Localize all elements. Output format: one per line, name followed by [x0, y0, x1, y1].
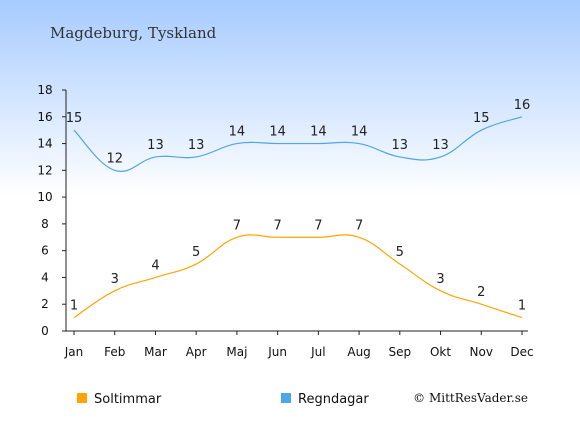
data-label: 14 [229, 125, 246, 140]
data-label: 7 [355, 218, 363, 233]
y-tick-label: 0 [41, 324, 49, 338]
data-label: 5 [396, 245, 404, 260]
legend: Soltimmar Regndagar [77, 392, 369, 407]
series-line-soltimmar [73, 234, 523, 319]
y-tick-label: 8 [41, 217, 49, 231]
series-line-regndagar [73, 116, 523, 173]
x-tick-label: Jul [310, 345, 325, 359]
x-tick-label: Feb [104, 345, 125, 359]
data-label: 14 [351, 125, 368, 140]
y-tick-label: 10 [37, 190, 52, 204]
legend-label: Soltimmar [94, 392, 162, 407]
chart-title: Magdeburg, Tyskland [50, 24, 217, 42]
data-label: 5 [192, 245, 200, 260]
data-label: 15 [473, 111, 490, 126]
x-tick-label: Jun [267, 345, 287, 359]
y-tick-label: 16 [37, 110, 52, 124]
x-tick-label: Aug [347, 345, 370, 359]
data-label: 14 [269, 125, 286, 140]
y-tick-label: 4 [41, 270, 49, 284]
x-tick-label: Nov [470, 345, 493, 359]
data-label: 1 [518, 299, 526, 314]
data-label: 3 [111, 272, 119, 287]
data-label: 13 [188, 138, 205, 153]
data-label: 13 [392, 138, 409, 153]
y-tick-label: 2 [41, 297, 49, 311]
x-tick-label: Maj [226, 345, 247, 359]
x-tick-label: Dec [510, 345, 533, 359]
data-label: 4 [151, 258, 159, 273]
legend-swatch [281, 393, 291, 403]
y-tick-label: 14 [37, 137, 52, 151]
data-label: 14 [310, 125, 327, 140]
x-tick-label: Okt [430, 345, 451, 359]
data-label: 3 [436, 272, 444, 287]
y-tick-label: 12 [37, 163, 52, 177]
x-tick-label: Mar [144, 345, 167, 359]
x-tick-label: Jan [64, 345, 84, 359]
y-tick-label: 18 [37, 83, 52, 97]
data-label: 13 [147, 138, 164, 153]
x-tick-label: Apr [186, 345, 207, 359]
data-label: 16 [514, 98, 531, 113]
data-label: 13 [432, 138, 449, 153]
data-label: 15 [66, 111, 83, 126]
data-label: 2 [477, 285, 485, 300]
data-label: 12 [106, 151, 123, 166]
x-tick-label: Sep [389, 345, 412, 359]
credit-text: © MittResVader.se [413, 391, 528, 405]
legend-swatch [77, 393, 87, 403]
data-label: 7 [233, 218, 241, 233]
data-label: 7 [314, 218, 322, 233]
y-tick-label: 6 [41, 244, 49, 258]
data-label: 1 [70, 299, 78, 314]
legend-label: Regndagar [298, 392, 369, 407]
data-label: 7 [273, 218, 281, 233]
